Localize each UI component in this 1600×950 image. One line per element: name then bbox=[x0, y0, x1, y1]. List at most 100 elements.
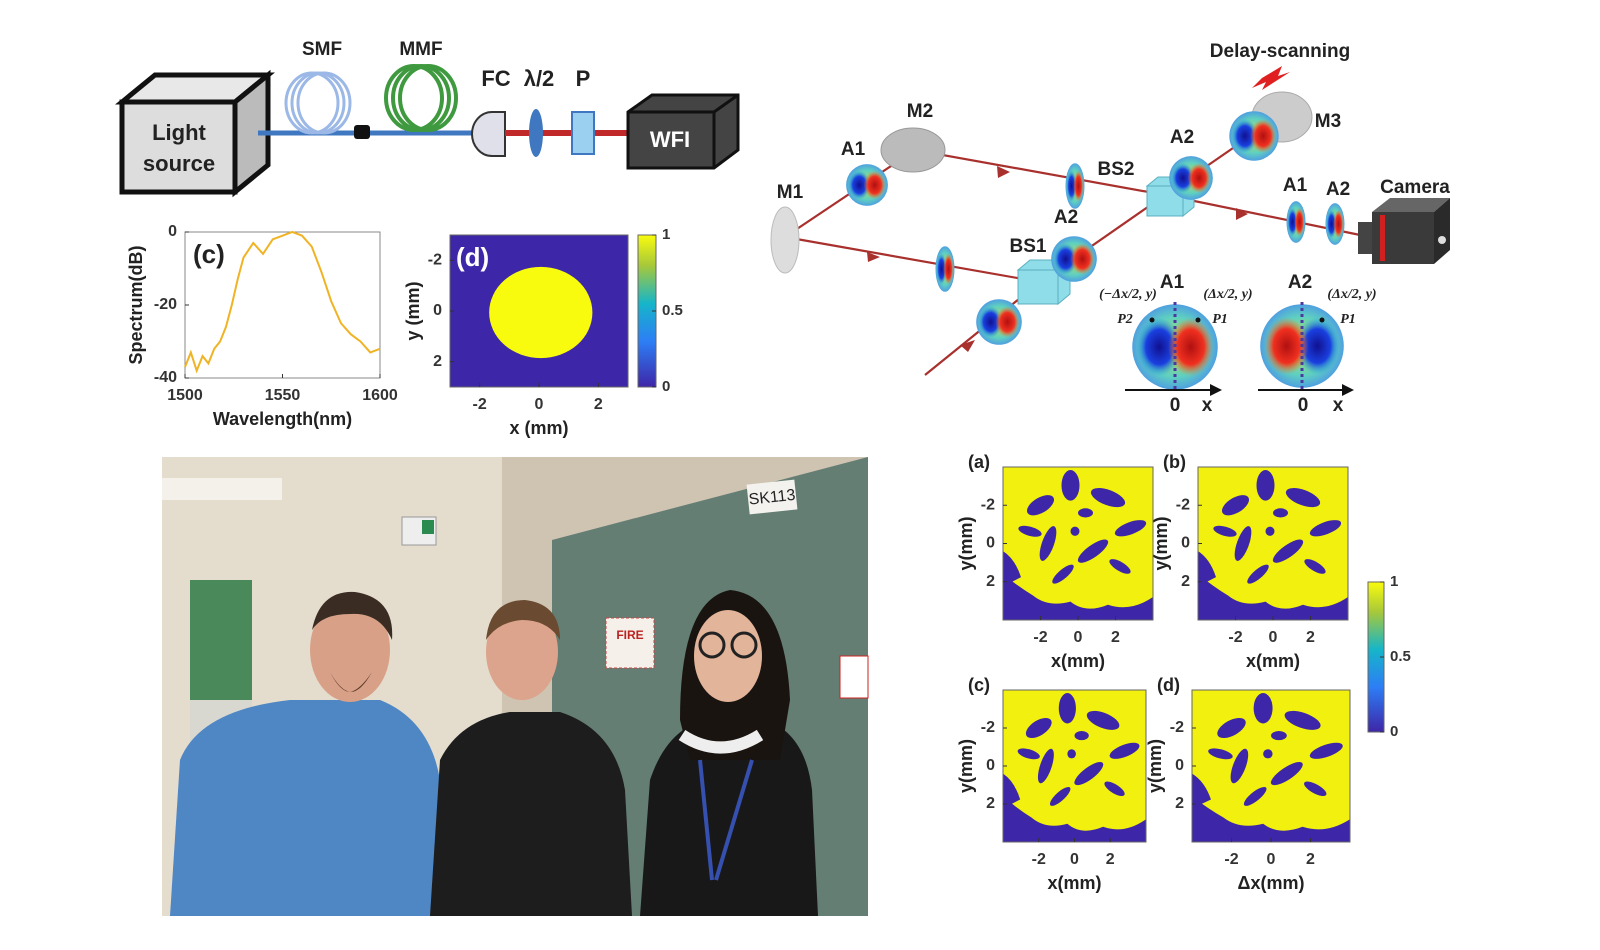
photo-part bbox=[698, 759, 714, 881]
photo-part bbox=[640, 718, 818, 916]
panel-label: (d) bbox=[456, 242, 489, 272]
axis-origin: 0 bbox=[1170, 395, 1181, 416]
x-tick-label: 0 bbox=[1070, 851, 1079, 868]
interferometer-diagram: Delay-scanning M2 M3 M1 A1 A2 BS2 A2 BS1… bbox=[770, 41, 1450, 416]
beamsplitter-label: BS1 bbox=[1010, 236, 1047, 257]
y-tick-label: -2 bbox=[1176, 496, 1190, 513]
aperture-label: A2 bbox=[1326, 179, 1350, 200]
colorbar-tick-label: 0.5 bbox=[662, 302, 683, 319]
setup-diagram-part bbox=[571, 111, 595, 155]
colorbar-tick-label: 0 bbox=[1390, 723, 1398, 740]
aperture-label: A2 bbox=[1170, 127, 1194, 148]
x-tick-label: 0 bbox=[535, 396, 544, 413]
setup-diagram-part bbox=[354, 125, 370, 139]
point-coordinate: (−Δx/2, y) bbox=[1099, 287, 1157, 302]
interferometer-diagram-part bbox=[1210, 384, 1222, 396]
spectrum-line bbox=[184, 230, 381, 374]
half-wave-label: λ/2 bbox=[524, 66, 555, 91]
interferometer-diagram-part bbox=[1358, 222, 1372, 254]
y-axis-label: y(mm) bbox=[1145, 739, 1165, 793]
interferometer-diagram-part bbox=[770, 206, 800, 274]
photo: SK113 FIRE bbox=[162, 457, 869, 916]
image-map bbox=[1003, 467, 1153, 620]
panel-label: (b) bbox=[1163, 452, 1186, 472]
y-axis-label: y(mm) bbox=[1151, 516, 1171, 570]
photo-part bbox=[312, 591, 393, 640]
x-tick-label: 1600 bbox=[362, 387, 398, 404]
y-axis-label: y (mm) bbox=[403, 281, 423, 340]
x-axis-label: x (mm) bbox=[509, 418, 568, 438]
interferometer-diagram-part bbox=[935, 246, 955, 292]
x-tick-label: 2 bbox=[1106, 851, 1115, 868]
interferometer-diagram-part bbox=[1319, 317, 1325, 323]
colorbar-tick-label: 0.5 bbox=[1390, 648, 1411, 665]
x-tick-label: 0 bbox=[1074, 629, 1083, 646]
photo-part bbox=[746, 479, 798, 515]
photo-part bbox=[698, 631, 758, 659]
photo-part-part bbox=[730, 631, 758, 659]
y-tick-label: 0 bbox=[1175, 757, 1184, 774]
setup-diagram-part bbox=[384, 64, 458, 132]
interferometer-diagram-part-part bbox=[1017, 269, 1059, 305]
axis-name: x bbox=[1333, 395, 1344, 416]
light-source-label: Light bbox=[152, 120, 206, 145]
x-axis-label: x(mm) bbox=[1051, 651, 1105, 671]
photo-part bbox=[430, 712, 632, 916]
interferometer-diagram-part bbox=[1342, 384, 1354, 396]
point-name: P1 bbox=[1340, 312, 1356, 327]
beamsplitter-label: BS2 bbox=[1098, 159, 1135, 180]
y-tick-label: -2 bbox=[981, 496, 995, 513]
interferometer-diagram-part bbox=[1372, 198, 1450, 212]
y-tick-label: 2 bbox=[986, 795, 995, 812]
interferometer-diagram-part bbox=[1149, 317, 1155, 323]
y-tick-label: 0 bbox=[986, 757, 995, 774]
aperture-label: A2 bbox=[1054, 207, 1078, 228]
image-map bbox=[1003, 690, 1146, 842]
mirror-label: M1 bbox=[777, 182, 804, 203]
photo-part bbox=[486, 604, 558, 700]
interferometer-diagram-part-part bbox=[960, 340, 975, 352]
photo-part bbox=[422, 520, 434, 534]
axis-origin: 0 bbox=[1298, 395, 1309, 416]
image-map bbox=[1198, 467, 1348, 620]
light-source-label: source bbox=[143, 151, 215, 176]
setup-diagram-part bbox=[713, 93, 739, 114]
photo-part bbox=[330, 672, 372, 692]
inset-title: A1 bbox=[1160, 272, 1185, 293]
aperture-label: A1 bbox=[841, 139, 866, 160]
polarizer-label: P bbox=[576, 66, 591, 91]
aperture-label: A1 bbox=[1283, 175, 1308, 196]
mirror-label: M2 bbox=[907, 101, 933, 122]
interferometer-diagram-part bbox=[1195, 317, 1201, 323]
interferometer-diagram-part bbox=[1434, 198, 1450, 264]
setup-diagram: Light source WFI SMF MMF FC λ/2 P bbox=[114, 39, 740, 198]
mmf-label: MMF bbox=[399, 39, 442, 60]
x-tick-label: 1500 bbox=[167, 387, 203, 404]
x-tick-label: 2 bbox=[594, 396, 603, 413]
x-tick-label: -2 bbox=[1228, 629, 1242, 646]
x-axis-label: x(mm) bbox=[1246, 651, 1300, 671]
interferometer-diagram-part bbox=[1252, 66, 1290, 90]
setup-diagram-part bbox=[119, 99, 238, 195]
y-axis-label: Spectrum(dB) bbox=[126, 245, 146, 364]
panel-label: (a) bbox=[968, 452, 990, 472]
camera-label: Camera bbox=[1380, 177, 1450, 198]
y-axis-label: y(mm) bbox=[956, 516, 976, 570]
interferometer-diagram-part bbox=[1051, 236, 1097, 282]
door-sign: SK113 bbox=[748, 487, 796, 509]
y-tick-label: 2 bbox=[1181, 573, 1190, 590]
setup-diagram-part bbox=[471, 111, 506, 157]
x-tick-label: -2 bbox=[473, 396, 487, 413]
interferometer-diagram-part bbox=[1438, 236, 1446, 244]
y-tick-label: 0 bbox=[433, 302, 442, 319]
photo-part bbox=[310, 598, 390, 702]
photo-part bbox=[162, 478, 282, 500]
image-map bbox=[1192, 690, 1350, 842]
fire-sign: FIRE bbox=[616, 628, 643, 642]
mirror-label: M3 bbox=[1315, 111, 1341, 132]
point-name: P1 bbox=[1212, 312, 1228, 327]
interferometer-diagram-part bbox=[880, 127, 946, 173]
setup-diagram-part-part bbox=[398, 64, 458, 132]
interferometer-diagram-part bbox=[846, 164, 888, 206]
